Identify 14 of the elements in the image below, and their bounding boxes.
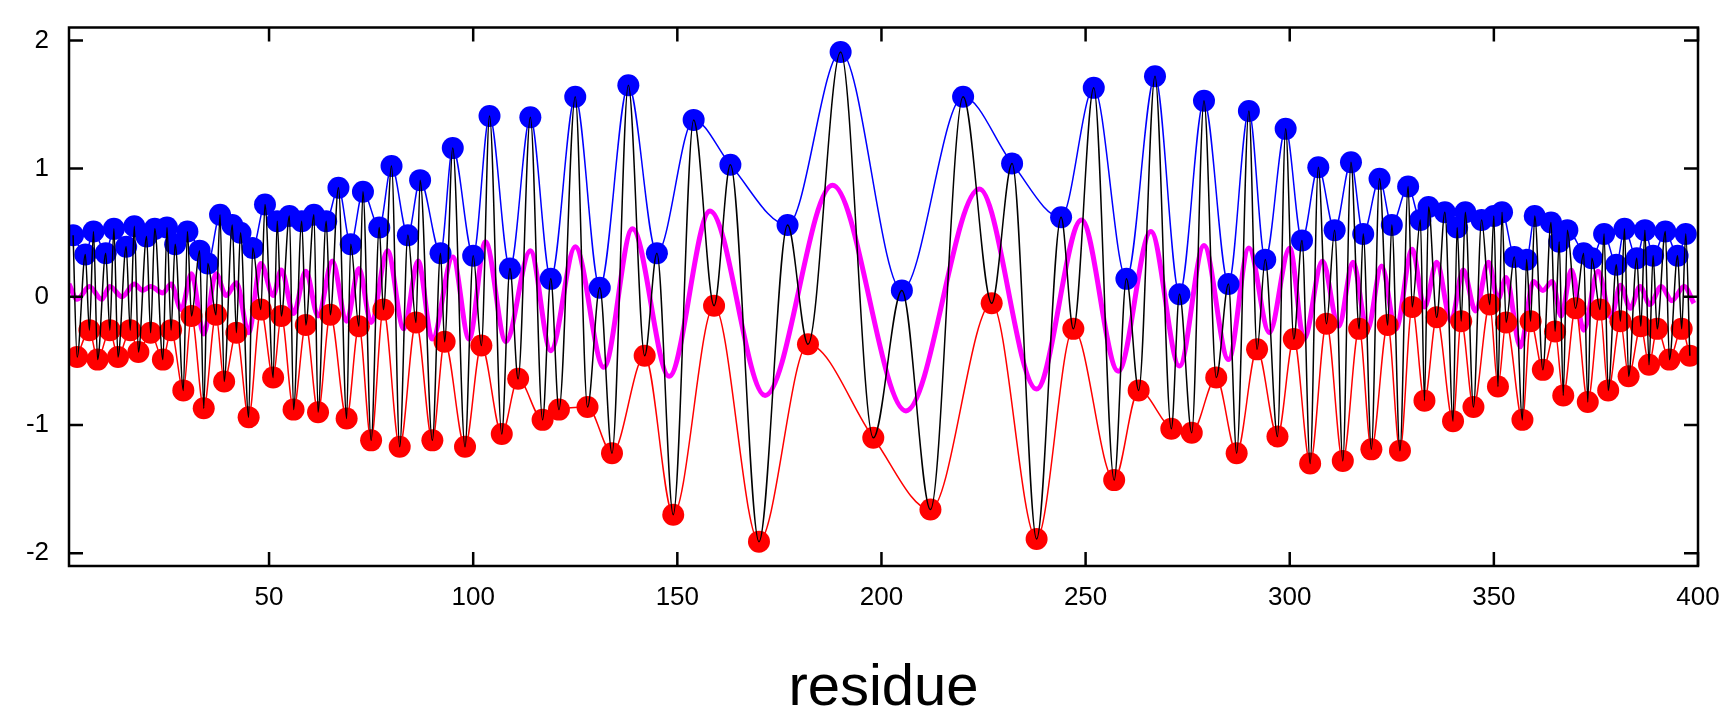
- x-tick-label: 100: [451, 580, 495, 611]
- y-tick-label: 2: [34, 23, 49, 54]
- y-tick-label: -2: [25, 536, 49, 567]
- x-axis-title: residue: [788, 652, 979, 718]
- x-tick-label: 50: [254, 580, 284, 611]
- x-tick-label: 400: [1676, 580, 1720, 611]
- x-tick-label: 300: [1268, 580, 1312, 611]
- x-tick-label: 150: [655, 580, 700, 611]
- x-tick-label: 200: [859, 580, 904, 611]
- y-tick-label: 0: [34, 279, 49, 310]
- y-tick-label: -1: [25, 408, 49, 439]
- y-tick-label: 1: [34, 151, 49, 182]
- x-tick-label: 350: [1472, 580, 1516, 611]
- x-tick-label: 250: [1063, 580, 1108, 611]
